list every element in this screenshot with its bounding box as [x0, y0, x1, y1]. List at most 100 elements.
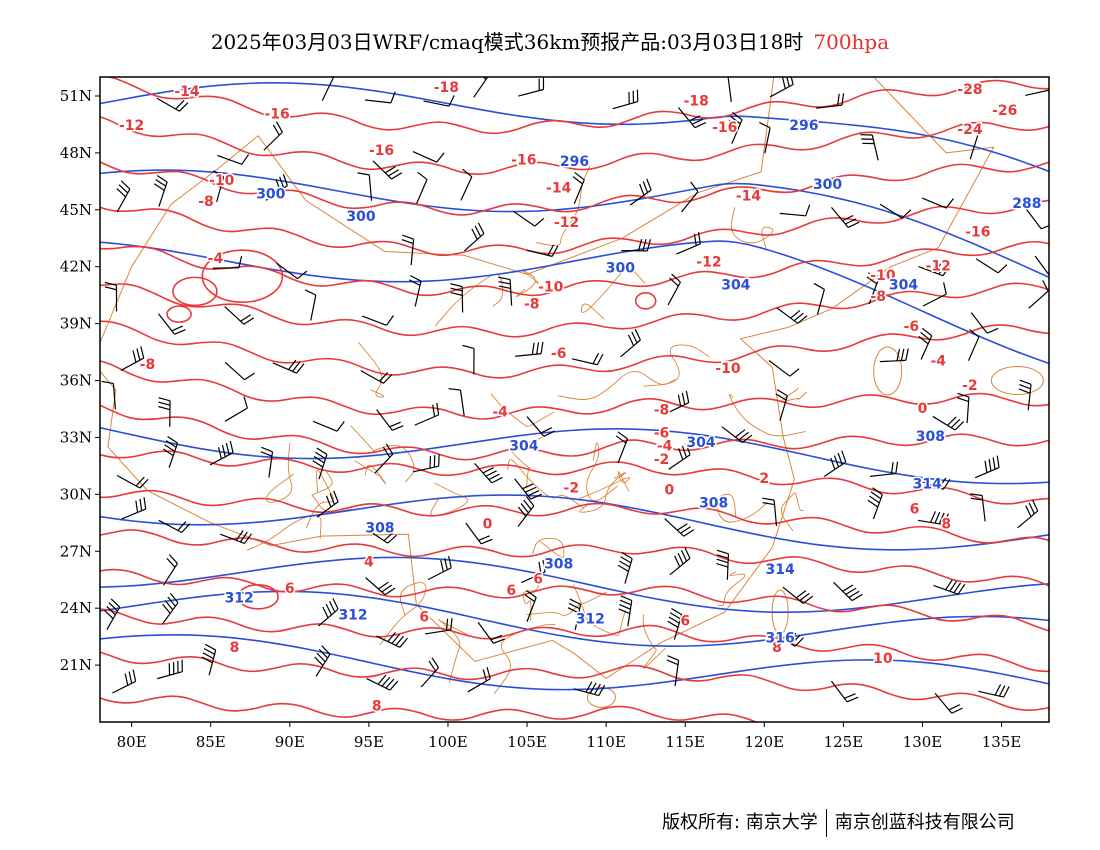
height-contour-label: 304: [686, 435, 715, 451]
wind-barb: [372, 160, 403, 180]
temperature-contour: [100, 651, 1049, 711]
height-contour: [100, 169, 1049, 279]
temperature-closed-contour: [201, 249, 284, 303]
wind-barb: [224, 306, 255, 325]
province-boundary: [357, 341, 385, 398]
temperature-contour-label: 0: [918, 401, 928, 417]
temperature-contour-label: -10: [715, 361, 741, 377]
lon-tick-label: 100E: [428, 733, 468, 751]
height-contour: [100, 590, 1049, 647]
height-contour-label: 304: [721, 277, 750, 293]
wind-barb: [921, 197, 954, 209]
temperature-contour-label: -12: [926, 259, 951, 275]
wind-barb: [312, 447, 328, 480]
wind-barb: [413, 454, 440, 473]
wind-barb: [667, 608, 683, 640]
wind-barb: [970, 493, 986, 522]
province-boundary: [531, 537, 565, 558]
wind-barb: [526, 416, 555, 437]
wind-barb: [514, 478, 542, 500]
wind-barb: [934, 692, 963, 714]
lon-tick-label: 125E: [824, 733, 864, 751]
wind-barb: [104, 598, 121, 631]
wind-barb: [101, 380, 116, 410]
wind-barb: [416, 171, 428, 204]
lat-tick-label: 42N: [60, 258, 92, 276]
temperature-contour-label: -12: [554, 215, 579, 231]
wind-barb: [263, 121, 283, 151]
province-boundary: [578, 471, 630, 500]
lon-tick-label: 120E: [745, 733, 785, 751]
temperature-contour-label: -2: [654, 452, 670, 468]
temperature-closed-contour: [166, 305, 192, 323]
province-boundary: [642, 614, 666, 669]
wind-barb: [681, 181, 699, 213]
wind-barb: [782, 586, 814, 604]
wind-barb: [668, 443, 691, 470]
temperature-contour-label: -2: [564, 480, 580, 496]
wind-barb: [162, 435, 179, 468]
wind-barb: [666, 655, 680, 687]
lat-tick-label: 36N: [60, 372, 92, 390]
temperature-closed-contour: [237, 583, 279, 610]
temperature-contour-label: -10: [209, 173, 235, 189]
temperature-contour-label: 6: [285, 581, 295, 597]
temperature-contour-label: -16: [965, 224, 990, 240]
temperature-contour-label: -8: [654, 403, 670, 419]
wind-barb: [473, 77, 489, 98]
wind-barb: [460, 168, 473, 201]
temperature-contour-label: -28: [957, 82, 982, 98]
wind-barb-layer: [101, 77, 1049, 714]
wind-barb: [833, 581, 863, 602]
wind-barb: [412, 151, 445, 163]
height-contour-label: 304: [509, 439, 538, 455]
wind-barb: [922, 282, 947, 307]
temperature-contour-label: -4: [931, 353, 947, 369]
wind-barb: [158, 519, 191, 534]
province-boundary: [305, 469, 334, 529]
wind-barb: [464, 222, 485, 252]
wind-barb: [116, 180, 131, 213]
wind-barb: [776, 307, 808, 324]
wind-barb: [112, 669, 137, 694]
wind-barb: [448, 388, 465, 416]
wind-barb: [571, 352, 604, 366]
lat-tick-label: 24N: [60, 599, 92, 617]
wind-barb: [957, 392, 970, 424]
wind-barb: [427, 555, 452, 581]
wind-barb: [573, 681, 606, 697]
height-contour: [100, 426, 1049, 485]
temperature-contour-label: -8: [140, 357, 156, 373]
wind-barb: [813, 282, 825, 315]
height-contour-label: 308: [544, 556, 573, 572]
wind-barb: [414, 402, 440, 426]
temperature-contour-label: -16: [264, 107, 289, 123]
wind-barb: [816, 93, 845, 109]
lat-tick-label: 27N: [60, 542, 92, 560]
wind-barb: [212, 255, 243, 269]
height-contour-label: 308: [699, 496, 728, 512]
wind-barb: [156, 97, 189, 112]
wind-barb: [572, 172, 585, 205]
height-contour-label: 288: [1012, 196, 1041, 212]
province-boundary: [526, 591, 607, 616]
wind-barb: [879, 203, 912, 219]
wind-barb: [366, 674, 399, 691]
temperature-contour-label: -8: [524, 296, 540, 312]
wind-barb: [775, 389, 788, 421]
wind-barb: [158, 313, 186, 335]
height-contour: [100, 494, 1049, 551]
province-boundary: [536, 165, 591, 247]
province-boundary: [730, 207, 774, 251]
wind-barb: [162, 554, 178, 586]
wind-barb: [823, 450, 847, 478]
temperature-contour: [100, 489, 1049, 544]
wind-barb: [116, 475, 149, 489]
wind-barb: [721, 426, 753, 443]
province-boundary: [643, 344, 710, 387]
height-contour-label: 314: [765, 562, 794, 578]
wind-barb: [762, 497, 778, 527]
wind-barb: [362, 315, 394, 326]
wind-barb: [618, 595, 633, 627]
province-boundary: [780, 492, 804, 532]
